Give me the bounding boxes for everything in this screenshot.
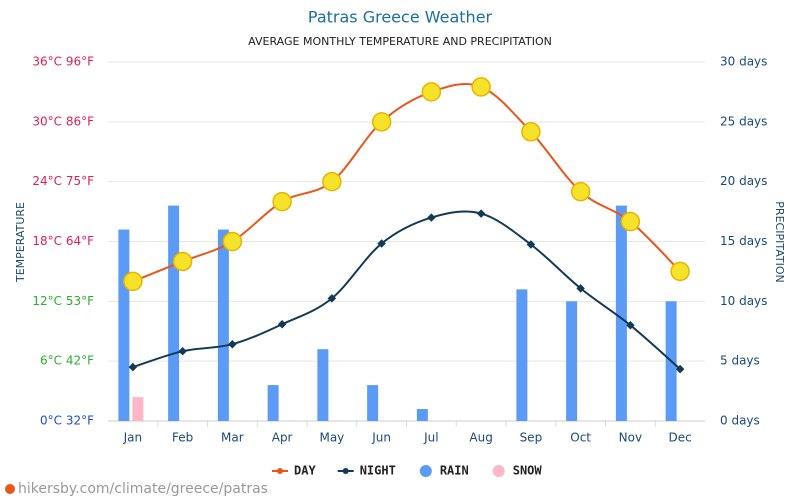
y2-tick-label: 20 days	[720, 174, 767, 188]
legend-label: NIGHT	[360, 464, 396, 478]
night-marker	[178, 346, 187, 356]
day-marker	[322, 171, 342, 192]
day-marker	[172, 251, 193, 272]
footer-icon	[5, 484, 15, 494]
legend-swatch	[277, 468, 283, 474]
y-tick-label: 0°C 32°F	[40, 414, 94, 428]
day-marker	[620, 211, 641, 232]
bar	[168, 205, 180, 421]
bar	[516, 289, 528, 421]
y2-axis-label: PRECIPITATION	[773, 201, 786, 282]
x-tick-label: Aug	[469, 431, 492, 445]
night-marker	[277, 320, 287, 329]
y-axis-label: TEMPERATURE	[14, 202, 27, 283]
night-marker	[675, 364, 685, 374]
bar	[566, 301, 578, 421]
bar	[267, 385, 279, 421]
day-marker	[371, 112, 392, 132]
day-marker	[570, 181, 591, 202]
x-tick-label: Nov	[619, 431, 642, 445]
x-tick-label: Mar	[221, 431, 244, 445]
x-tick-label: Apr	[272, 431, 293, 445]
night-marker	[427, 213, 436, 222]
night-marker	[228, 339, 237, 349]
y-tick-label: 30°C 86°F	[32, 114, 94, 128]
y-tick-label: 36°C 96°F	[32, 55, 94, 69]
x-tick-label: Jun	[371, 431, 391, 445]
x-tick-label: Oct	[570, 431, 591, 445]
day-marker	[521, 122, 541, 142]
line	[132, 210, 681, 370]
chart-title: Patras Greece Weather	[308, 8, 493, 27]
y-tick-label: 24°C 75°F	[32, 174, 94, 188]
night-marker	[476, 209, 486, 218]
bar	[118, 229, 130, 421]
x-tick-label: Jan	[123, 431, 143, 445]
bar	[367, 385, 379, 421]
y-tick-label: 18°C 64°F	[32, 234, 94, 248]
bar	[217, 229, 229, 421]
y2-tick-label: 30 days	[720, 55, 767, 69]
legend-swatch	[419, 465, 432, 477]
x-tick-label: May	[319, 431, 344, 445]
day-marker	[670, 261, 690, 282]
night-marker	[377, 239, 386, 248]
y2-tick-label: 5 days	[720, 354, 760, 368]
y2-tick-label: 25 days	[720, 114, 767, 128]
bar	[416, 409, 428, 421]
bar	[132, 397, 144, 421]
legend-swatch	[342, 468, 349, 474]
night-marker	[327, 294, 337, 303]
footer: hikersby.com/climate/greece/patras	[18, 481, 268, 497]
bar	[615, 205, 627, 421]
legend-label: SNOW	[513, 464, 543, 478]
x-tick-label: Dec	[669, 431, 692, 445]
day-marker	[222, 231, 243, 252]
y-tick-label: 6°C 42°F	[40, 354, 94, 368]
legend-label: RAIN	[440, 464, 469, 478]
day-marker	[471, 77, 491, 97]
day-marker	[123, 271, 143, 292]
y2-tick-label: 15 days	[720, 234, 767, 248]
y-tick-label: 12°C 53°F	[32, 294, 94, 308]
legend-label: DAY	[294, 464, 316, 478]
night-marker	[576, 284, 585, 293]
line	[132, 83, 681, 283]
x-tick-label: Feb	[172, 431, 193, 445]
x-tick-label: Jul	[423, 431, 438, 445]
y2-tick-label: 0 days	[720, 414, 760, 428]
bar	[317, 349, 329, 421]
night-marker	[128, 362, 138, 372]
legend-swatch	[492, 465, 505, 477]
x-tick-label: Sep	[520, 431, 543, 445]
y2-tick-label: 10 days	[720, 294, 767, 308]
night-marker	[626, 321, 635, 330]
day-marker	[272, 191, 292, 212]
chart-subtitle: AVERAGE MONTHLY TEMPERATURE AND PRECIPIT…	[248, 35, 552, 48]
day-marker	[421, 82, 442, 102]
